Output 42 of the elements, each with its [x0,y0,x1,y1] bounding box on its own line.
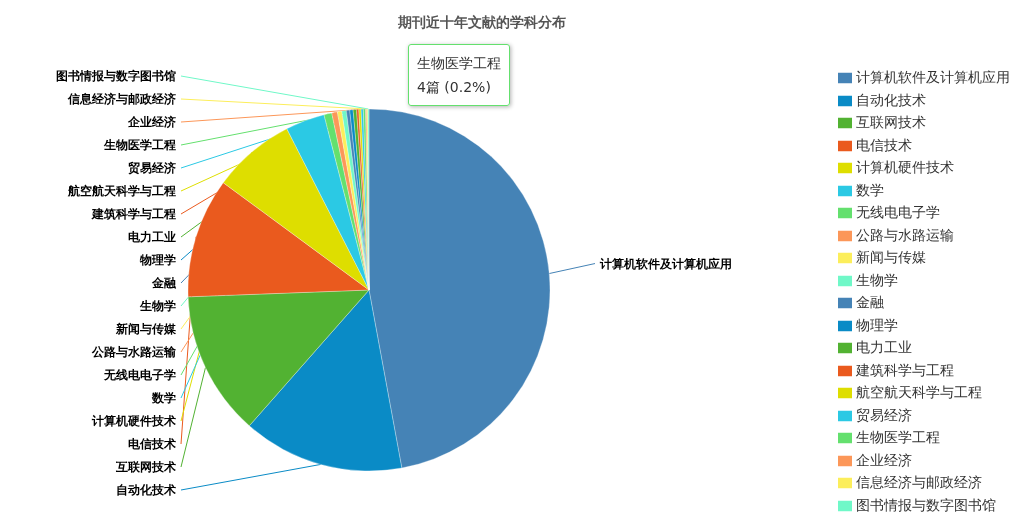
legend-label: 计算机硬件技术 [856,159,954,175]
legend-label: 建筑科学与工程 [856,361,954,378]
slice-label: 航空航天科学与工程 [67,184,176,198]
slice-label: 企业经济 [127,115,176,129]
slice-label: 金融 [151,276,177,290]
chart-title: 期刊近十年文献的学科分布 [397,14,567,32]
legend-label: 电力工业 [856,339,912,355]
slice-label: 电力工业 [128,230,176,244]
legend-label: 图书情报与数字图书馆 [856,496,996,513]
legend-label: 信息经济与邮政经济 [856,474,982,490]
slice-label: 计算机软件及计算机应用 [599,256,732,271]
legend-label: 金融 [856,294,884,310]
slice-label: 新闻与传媒 [115,322,177,336]
slice-label: 贸易经济 [128,161,176,175]
slice-label: 物理学 [139,253,176,267]
legend-label: 企业经济 [856,451,912,468]
legend-label: 自动化技术 [856,91,926,108]
slice-label: 自动化技术 [116,483,176,497]
slice-label: 图书情报与数字图书馆 [56,69,176,83]
legend-label: 航空航天科学与工程 [856,384,982,400]
slice-label: 电信技术 [128,437,176,451]
slice-label: 互联网技术 [115,460,176,474]
slice-label: 生物学 [139,299,176,313]
slice-label: 计算机硬件技术 [91,414,176,428]
legend-label: 公路与水路运输 [856,226,954,243]
legend-label: 互联网技术 [856,114,926,130]
legend-label: 电信技术 [856,136,912,153]
legend-label: 生物学 [856,271,898,288]
legend-label: 贸易经济 [856,406,912,423]
slice-label: 数学 [151,391,176,405]
text: 生物医学工程 4篇 (0.2%) [408,44,510,106]
legend-label: 生物医学工程 [856,429,940,445]
slice-label: 信息经济与邮政经济 [67,92,176,106]
legend-label: 物理学 [856,316,898,333]
slice-label: 建筑科学与工程 [91,207,176,221]
slice-label: 公路与水路运输 [91,345,177,359]
legend-label: 数学 [856,181,884,198]
slice-label: 无线电电子学 [103,368,176,382]
legend-label: 新闻与传媒 [856,249,926,265]
legend-label: 无线电电子学 [856,204,940,220]
slice-label: 生物医学工程 [103,138,176,152]
legend-label: 计算机软件及计算机应用 [856,69,1010,85]
